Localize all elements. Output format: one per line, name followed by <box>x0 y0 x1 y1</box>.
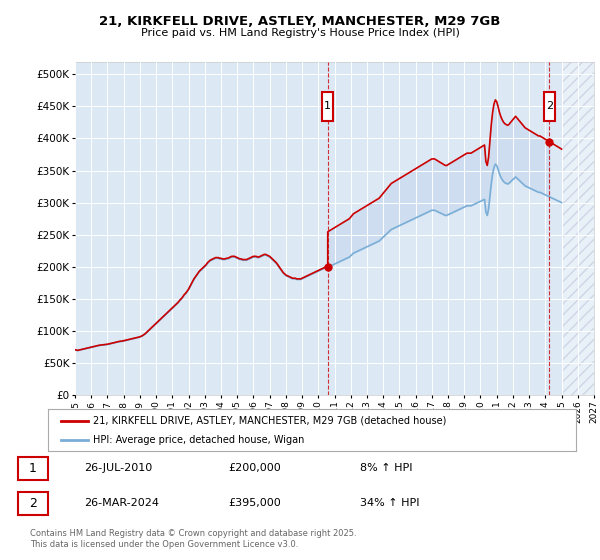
Text: £200,000: £200,000 <box>228 464 281 473</box>
Text: 26-MAR-2024: 26-MAR-2024 <box>84 498 159 508</box>
Text: 8% ↑ HPI: 8% ↑ HPI <box>360 464 413 473</box>
Text: Contains HM Land Registry data © Crown copyright and database right 2025.
This d: Contains HM Land Registry data © Crown c… <box>30 529 356 549</box>
Text: Price paid vs. HM Land Registry's House Price Index (HPI): Price paid vs. HM Land Registry's House … <box>140 28 460 38</box>
Text: 2: 2 <box>29 497 37 510</box>
Text: 1: 1 <box>29 462 37 475</box>
Bar <box>562 62 594 395</box>
FancyBboxPatch shape <box>322 92 334 120</box>
Text: 2: 2 <box>546 101 553 111</box>
Text: £395,000: £395,000 <box>228 498 281 508</box>
Text: 34% ↑ HPI: 34% ↑ HPI <box>360 498 419 508</box>
Text: 1: 1 <box>324 101 331 111</box>
FancyBboxPatch shape <box>544 92 555 120</box>
Text: 21, KIRKFELL DRIVE, ASTLEY, MANCHESTER, M29 7GB (detached house): 21, KIRKFELL DRIVE, ASTLEY, MANCHESTER, … <box>93 416 446 426</box>
Text: 21, KIRKFELL DRIVE, ASTLEY, MANCHESTER, M29 7GB: 21, KIRKFELL DRIVE, ASTLEY, MANCHESTER, … <box>100 15 500 28</box>
Text: 26-JUL-2010: 26-JUL-2010 <box>84 464 152 473</box>
FancyBboxPatch shape <box>18 457 48 480</box>
FancyBboxPatch shape <box>18 492 48 515</box>
Text: HPI: Average price, detached house, Wigan: HPI: Average price, detached house, Wiga… <box>93 435 304 445</box>
